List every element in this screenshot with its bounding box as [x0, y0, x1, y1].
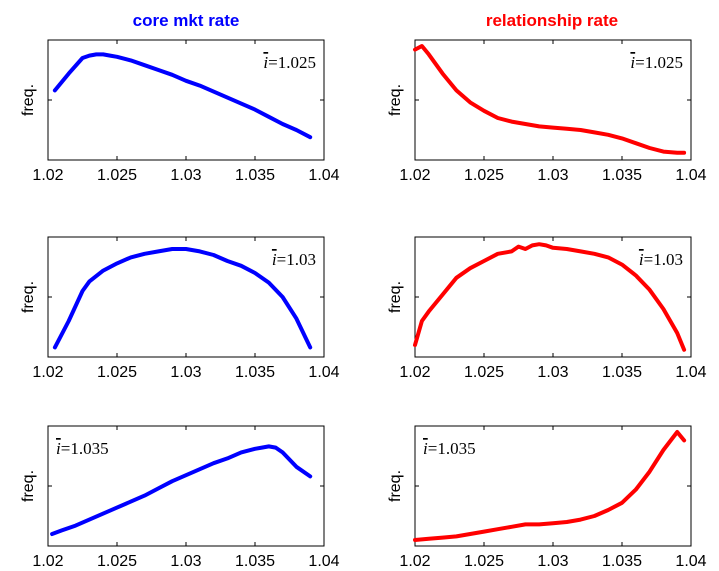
x-tick-label: 1.02 — [32, 364, 63, 381]
y-axis-label: freq. — [20, 84, 37, 116]
panel-6: 1.02 1.025 1.03 1.035 1.04 freq. i=1.035 — [387, 425, 707, 570]
x-tick-label: 1.02 — [32, 553, 63, 570]
x-tick-label: 1.025 — [97, 364, 137, 381]
panel-5: 1.02 1.025 1.03 1.035 1.04 freq. i=1.035 — [20, 425, 340, 570]
panel-3: 1.02 1.025 1.03 1.035 1.04 freq. i=1.03 — [20, 236, 340, 381]
annotation-value: =1.025 — [268, 53, 316, 72]
x-tick-label: 1.03 — [537, 167, 568, 184]
x-tick-label: 1.025 — [97, 553, 137, 570]
x-tick-label: 1.03 — [170, 364, 201, 381]
y-axis-label: freq. — [387, 84, 404, 116]
x-tick-label: 1.035 — [235, 364, 275, 381]
column-title-left: core mkt rate — [133, 11, 240, 30]
annotation-value: =1.03 — [277, 250, 316, 269]
x-tick-label: 1.03 — [537, 553, 568, 570]
series-line — [50, 444, 313, 536]
x-tick-label: 1.02 — [399, 553, 430, 570]
y-axis-label: freq. — [20, 281, 37, 313]
x-tick-label: 1.035 — [602, 364, 642, 381]
mean-rate-annotation: i=1.035 — [423, 439, 476, 458]
y-axis-label: freq. — [20, 470, 37, 502]
annotation-value: =1.025 — [635, 53, 683, 72]
y-axis-label: freq. — [387, 281, 404, 313]
x-tick-label: 1.02 — [32, 167, 63, 184]
x-tick-label: 1.03 — [170, 553, 201, 570]
x-tick-label: 1.025 — [464, 553, 504, 570]
x-tick-label: 1.04 — [675, 167, 706, 184]
x-tick-label: 1.02 — [399, 364, 430, 381]
panel-4: 1.02 1.025 1.03 1.035 1.04 freq. i=1.03 — [387, 236, 707, 381]
annotation-value: =1.035 — [428, 439, 476, 458]
series-line — [52, 52, 313, 140]
ibar-symbol: i — [272, 250, 277, 269]
column-title-right: relationship rate — [486, 11, 618, 30]
ibar-symbol: i — [630, 53, 635, 72]
series-line — [413, 430, 687, 542]
x-tick-label: 1.04 — [308, 167, 339, 184]
x-tick-label: 1.025 — [464, 167, 504, 184]
series-line — [413, 242, 687, 352]
ibar-symbol: i — [263, 53, 268, 72]
mean-rate-annotation: i=1.03 — [639, 250, 683, 269]
series-line — [413, 44, 687, 155]
x-tick-label: 1.035 — [235, 553, 275, 570]
x-tick-label: 1.04 — [675, 364, 706, 381]
ibar-symbol: i — [56, 439, 61, 458]
x-tick-label: 1.04 — [308, 553, 339, 570]
mean-rate-annotation: i=1.025 — [630, 53, 683, 72]
panel-1: 1.02 1.025 1.03 1.035 1.04 freq. i=1.025 — [20, 39, 340, 184]
annotation-value: =1.035 — [61, 439, 109, 458]
x-tick-label: 1.035 — [235, 167, 275, 184]
ibar-symbol: i — [639, 250, 644, 269]
panel-2: 1.02 1.025 1.03 1.035 1.04 freq. i=1.025 — [387, 39, 707, 184]
x-tick-label: 1.035 — [602, 553, 642, 570]
mean-rate-annotation: i=1.025 — [263, 53, 316, 72]
ibar-symbol: i — [423, 439, 428, 458]
x-tick-label: 1.03 — [170, 167, 201, 184]
x-tick-label: 1.02 — [399, 167, 430, 184]
series-line — [52, 247, 313, 350]
x-tick-label: 1.04 — [675, 553, 706, 570]
y-axis-label: freq. — [387, 470, 404, 502]
x-tick-label: 1.03 — [537, 364, 568, 381]
x-tick-label: 1.04 — [308, 364, 339, 381]
mean-rate-annotation: i=1.03 — [272, 250, 316, 269]
x-tick-label: 1.025 — [97, 167, 137, 184]
annotation-value: =1.03 — [644, 250, 683, 269]
mean-rate-annotation: i=1.035 — [56, 439, 109, 458]
x-tick-label: 1.035 — [602, 167, 642, 184]
x-tick-label: 1.025 — [464, 364, 504, 381]
